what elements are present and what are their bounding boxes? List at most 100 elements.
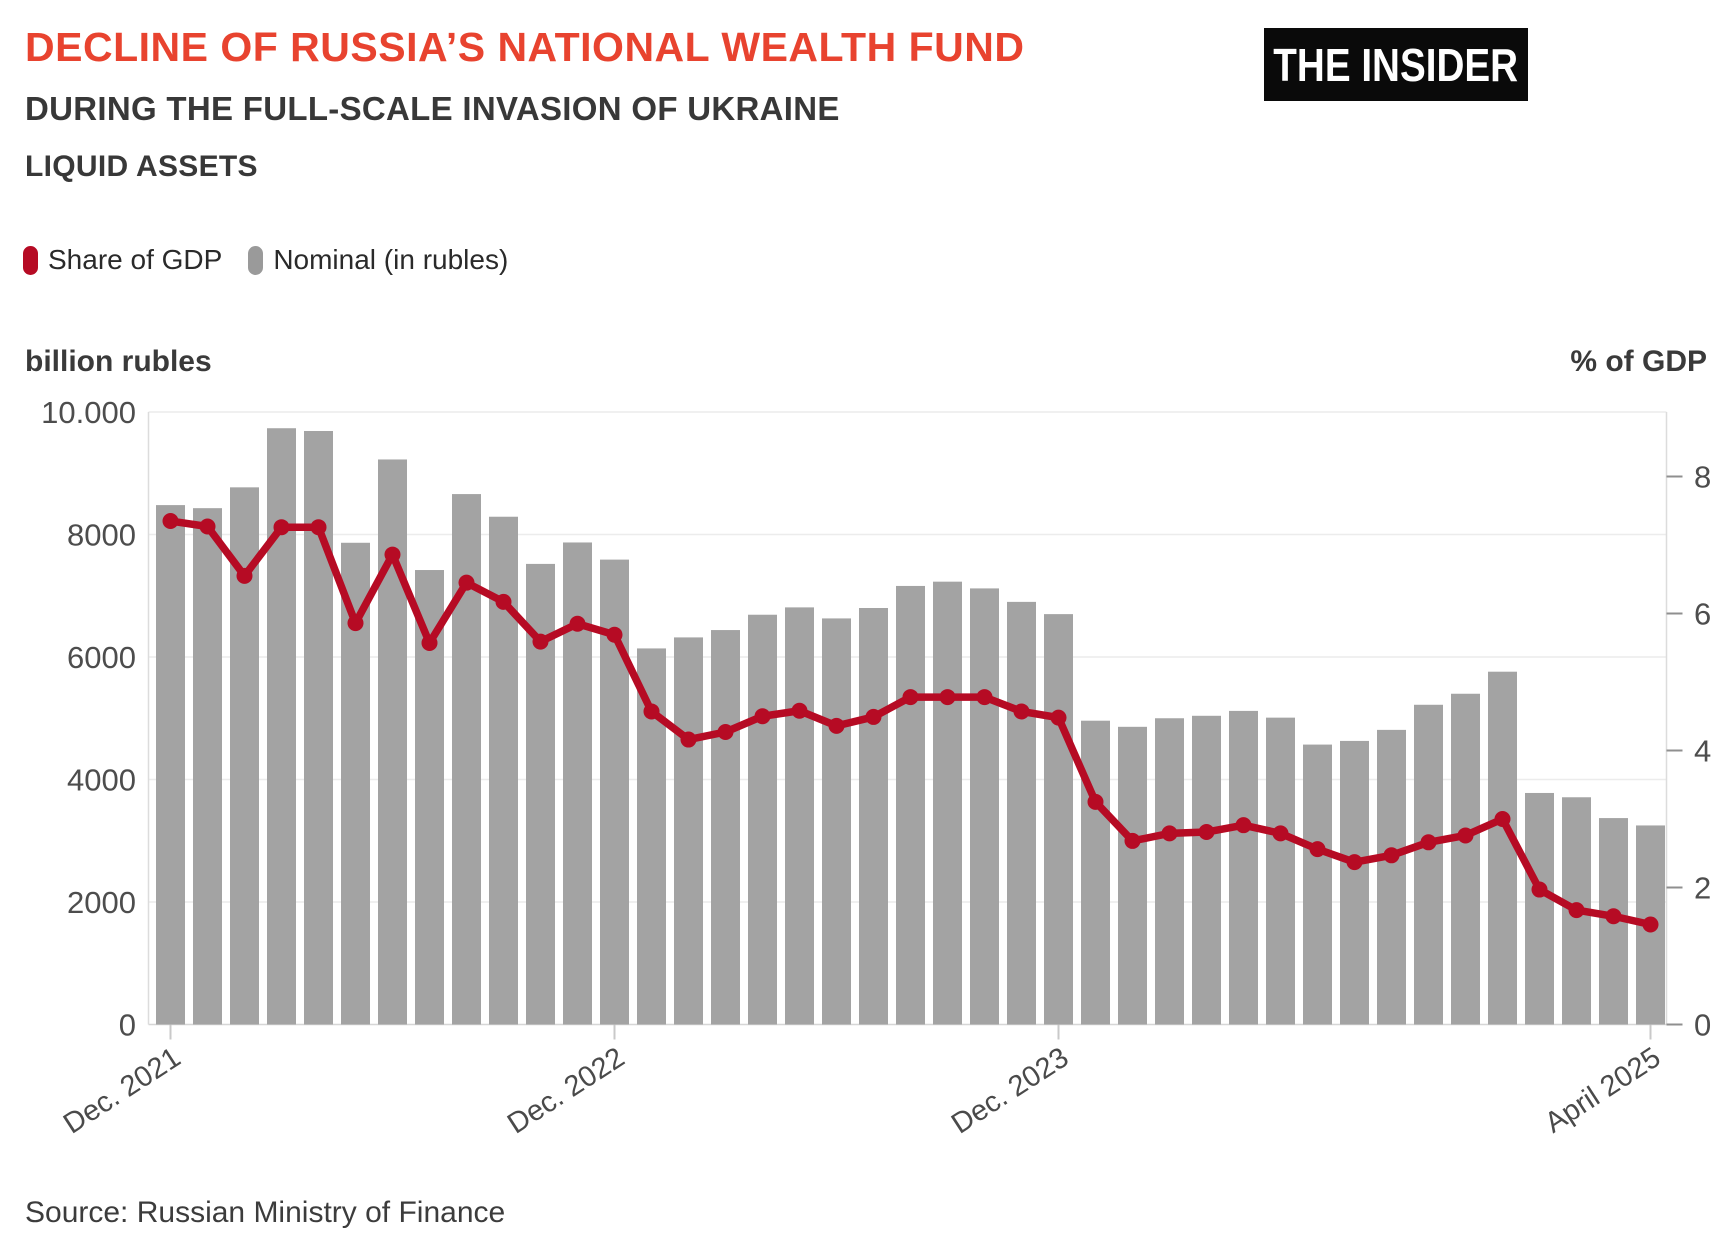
legend-item-nominal: Nominal (in rubles)	[248, 244, 508, 276]
gdp-share-point	[1087, 793, 1104, 810]
legend-label: Share of GDP	[48, 244, 223, 275]
gdp-share-point	[421, 634, 438, 651]
x-axis-tick-label: Dec. 2022	[502, 1042, 630, 1141]
bar	[452, 494, 481, 1025]
bar	[1525, 792, 1554, 1025]
bar	[1340, 740, 1369, 1025]
nominal-swatch-icon	[248, 245, 264, 275]
gdp-share-point	[828, 717, 845, 734]
page-title: DECLINE OF RUSSIA’S NATIONAL WEALTH FUND	[25, 24, 1025, 70]
bar	[193, 508, 222, 1025]
left-axis-title: billion rubles	[25, 345, 212, 378]
right-axis-tick-label: 8	[1694, 460, 1711, 495]
left-axis-tick-label: 10.000	[41, 395, 136, 430]
chart-section-label: LIQUID ASSETS	[25, 150, 258, 183]
bar	[563, 542, 592, 1025]
gdp-share-point	[1642, 916, 1659, 933]
left-axis-tick-label: 2000	[67, 885, 136, 920]
bar	[711, 630, 740, 1025]
gdp-share-point	[1568, 902, 1585, 919]
bar	[1044, 614, 1073, 1025]
gdp-share-point	[791, 702, 808, 719]
gdp-share-point	[1050, 709, 1067, 726]
bar	[822, 618, 851, 1025]
share-of-gdp-swatch-icon	[23, 245, 38, 275]
logo-text: THE INSIDER	[1273, 38, 1519, 91]
gdp-share-point	[1605, 908, 1622, 925]
bar	[1155, 718, 1184, 1025]
bar	[896, 585, 925, 1025]
gdp-share-point	[902, 689, 919, 706]
bar	[1488, 671, 1517, 1025]
gdp-share-point	[1494, 811, 1511, 827]
bar	[933, 581, 962, 1025]
gdp-share-point	[1457, 827, 1474, 844]
left-axis-tick-label: 8000	[67, 518, 136, 553]
gdp-share-point	[680, 731, 697, 748]
gdp-share-point	[1198, 824, 1215, 841]
bar	[1303, 744, 1332, 1025]
gdp-share-point	[1161, 825, 1178, 842]
right-axis-title: % of GDP	[1570, 345, 1707, 378]
left-axis-tick-label: 6000	[67, 640, 136, 675]
gdp-share-point	[1309, 841, 1326, 858]
right-axis-tick-label: 2	[1694, 871, 1711, 906]
bar	[970, 588, 999, 1025]
bar	[1377, 729, 1406, 1025]
gdp-share-point	[754, 708, 771, 725]
source-note: Source: Russian Ministry of Finance	[25, 1196, 506, 1229]
gdp-share-point	[532, 633, 549, 650]
bar	[1007, 601, 1036, 1025]
gdp-share-point	[199, 518, 216, 535]
legend: Share of GDP Nominal (in rubles)	[23, 244, 508, 276]
bar	[267, 428, 296, 1025]
x-axis-tick-label: Dec. 2021	[58, 1042, 186, 1141]
gdp-share-point	[939, 689, 956, 706]
gdp-share-point	[1383, 847, 1400, 864]
gdp-share-point	[236, 567, 253, 584]
gdp-share-point	[717, 724, 734, 741]
right-axis-tick-label: 4	[1694, 734, 1711, 769]
x-axis-tick-label: April 2025	[1539, 1042, 1666, 1140]
gdp-share-point	[384, 546, 401, 563]
bar	[1118, 726, 1147, 1025]
bar	[1192, 715, 1221, 1025]
gdp-share-point	[273, 519, 290, 536]
bar	[1081, 720, 1110, 1025]
gdp-share-point	[495, 593, 512, 610]
legend-item-share-of-gdp: Share of GDP	[23, 244, 222, 276]
gdp-share-point	[643, 703, 660, 720]
gdp-share-point	[865, 708, 882, 725]
bar	[674, 637, 703, 1025]
bar	[785, 607, 814, 1025]
gdp-share-point	[458, 574, 475, 591]
gdp-share-point	[347, 615, 364, 632]
bar	[1266, 717, 1295, 1025]
gdp-share-point	[162, 513, 179, 530]
gdp-share-point	[1531, 881, 1548, 898]
gdp-share-point	[1013, 703, 1030, 720]
gdp-share-point	[1272, 825, 1289, 842]
bar	[748, 614, 777, 1025]
page-subtitle: DURING THE FULL-SCALE INVASION OF UKRAIN…	[25, 90, 840, 127]
bar	[1451, 693, 1480, 1025]
gdp-share-point	[606, 626, 623, 643]
gdp-share-point	[1124, 832, 1141, 849]
left-axis-tick-label: 0	[119, 1008, 136, 1043]
gdp-share-point	[310, 519, 327, 536]
gdp-share-point	[1346, 854, 1363, 871]
gdp-share-point	[1235, 817, 1252, 834]
bar	[156, 505, 185, 1025]
gdp-share-point	[976, 689, 993, 706]
bar	[378, 459, 407, 1025]
legend-label: Nominal (in rubles)	[273, 244, 509, 275]
the-insider-logo: THE INSIDER	[1264, 28, 1528, 101]
bar	[859, 608, 888, 1025]
gdp-share-point	[1420, 834, 1437, 851]
bar	[1414, 704, 1443, 1025]
left-axis-tick-label: 4000	[67, 763, 136, 798]
right-axis-tick-label: 0	[1694, 1008, 1711, 1043]
gdp-share-point	[569, 615, 586, 632]
right-axis-tick-label: 6	[1694, 597, 1711, 632]
